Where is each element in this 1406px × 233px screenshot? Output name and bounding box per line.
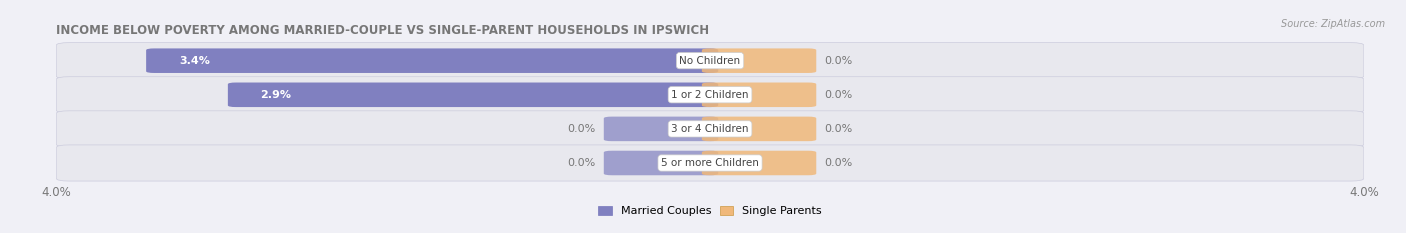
Text: 2.9%: 2.9% xyxy=(260,90,291,100)
Text: No Children: No Children xyxy=(679,56,741,66)
FancyBboxPatch shape xyxy=(702,116,817,141)
FancyBboxPatch shape xyxy=(228,82,718,107)
Text: 1 or 2 Children: 1 or 2 Children xyxy=(671,90,749,100)
Text: 3.4%: 3.4% xyxy=(179,56,209,66)
FancyBboxPatch shape xyxy=(56,77,1364,113)
FancyBboxPatch shape xyxy=(146,48,718,73)
FancyBboxPatch shape xyxy=(603,151,718,175)
Text: 0.0%: 0.0% xyxy=(824,90,852,100)
Text: 5 or more Children: 5 or more Children xyxy=(661,158,759,168)
FancyBboxPatch shape xyxy=(56,111,1364,147)
FancyBboxPatch shape xyxy=(603,116,718,141)
Text: 0.0%: 0.0% xyxy=(824,56,852,66)
FancyBboxPatch shape xyxy=(702,151,817,175)
FancyBboxPatch shape xyxy=(702,48,817,73)
Text: 0.0%: 0.0% xyxy=(824,158,852,168)
Text: 0.0%: 0.0% xyxy=(568,158,596,168)
FancyBboxPatch shape xyxy=(56,43,1364,79)
FancyBboxPatch shape xyxy=(702,82,817,107)
Text: INCOME BELOW POVERTY AMONG MARRIED-COUPLE VS SINGLE-PARENT HOUSEHOLDS IN IPSWICH: INCOME BELOW POVERTY AMONG MARRIED-COUPL… xyxy=(56,24,710,37)
FancyBboxPatch shape xyxy=(56,145,1364,181)
Legend: Married Couples, Single Parents: Married Couples, Single Parents xyxy=(593,202,827,221)
Text: Source: ZipAtlas.com: Source: ZipAtlas.com xyxy=(1281,19,1385,29)
Text: 0.0%: 0.0% xyxy=(568,124,596,134)
Text: 0.0%: 0.0% xyxy=(824,124,852,134)
Text: 3 or 4 Children: 3 or 4 Children xyxy=(671,124,749,134)
